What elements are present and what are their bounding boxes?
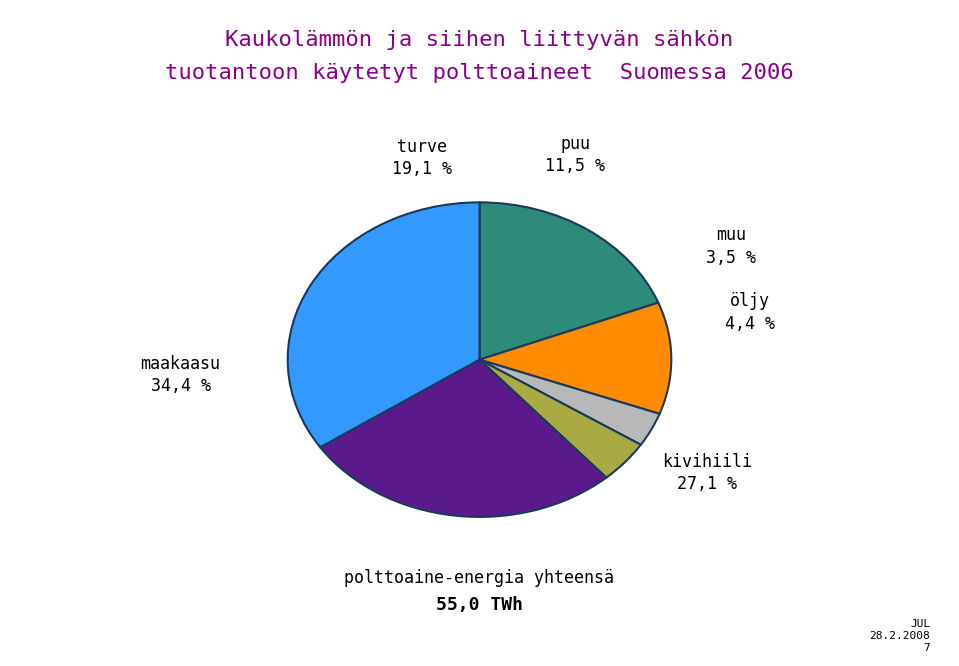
Text: turve
19,1 %: turve 19,1 % xyxy=(392,139,452,178)
Wedge shape xyxy=(288,202,480,448)
Text: öljy
4,4 %: öljy 4,4 % xyxy=(725,292,775,332)
Text: maakaasu
34,4 %: maakaasu 34,4 % xyxy=(141,355,221,396)
Wedge shape xyxy=(480,360,660,445)
Text: kivihiili
27,1 %: kivihiili 27,1 % xyxy=(662,453,752,493)
Wedge shape xyxy=(320,360,606,517)
Text: Kaukolämmön ja siihen liittyvän sähkön: Kaukolämmön ja siihen liittyvän sähkön xyxy=(225,30,734,50)
Wedge shape xyxy=(480,202,658,360)
Text: 55,0 TWh: 55,0 TWh xyxy=(436,596,523,614)
Text: polttoaine-energia yhteensä: polttoaine-energia yhteensä xyxy=(344,569,615,587)
Text: muu
3,5 %: muu 3,5 % xyxy=(706,226,756,266)
Wedge shape xyxy=(480,302,671,414)
Text: puu
11,5 %: puu 11,5 % xyxy=(546,135,605,175)
Text: JUL
28.2.2008
7: JUL 28.2.2008 7 xyxy=(870,619,930,653)
Text: tuotantoon käytetyt polttoaineet  Suomessa 2006: tuotantoon käytetyt polttoaineet Suomess… xyxy=(165,63,794,83)
Wedge shape xyxy=(480,360,641,478)
